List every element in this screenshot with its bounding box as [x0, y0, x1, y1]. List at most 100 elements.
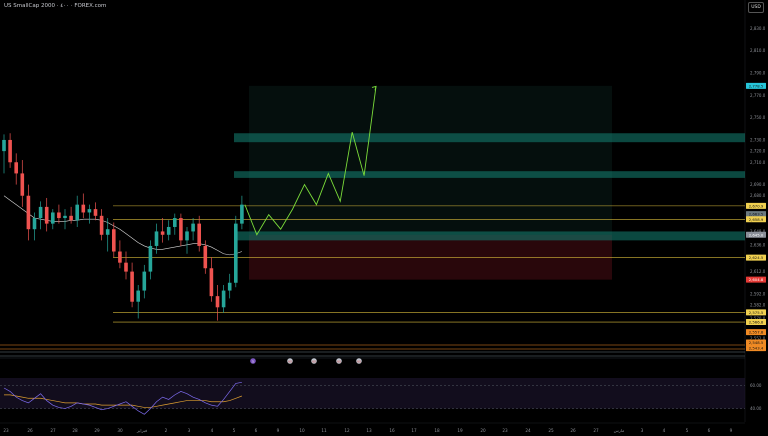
y-tick-label: 2,810.0 — [750, 48, 766, 53]
event-marker-dot — [336, 358, 342, 364]
candle-body — [105, 229, 110, 235]
y-tick-label: 2,770.0 — [750, 93, 766, 98]
candle-body — [75, 204, 79, 221]
price-label-box — [746, 339, 766, 346]
x-tick-label: 6 — [708, 428, 711, 433]
price-label-text: 2,566.8 — [749, 320, 764, 325]
price-label-box — [746, 345, 766, 352]
candle-body — [197, 223, 201, 246]
candle-body — [240, 204, 244, 224]
y-tick-label: 2,648.0 — [750, 229, 766, 234]
position-profit-zone — [249, 85, 612, 235]
candle-body — [209, 268, 214, 297]
event-marker: US — [287, 358, 293, 364]
price-label-text: 2,575.5 — [749, 310, 764, 315]
event-marker: US — [336, 358, 342, 364]
price-label-text: 2,543.4 — [749, 346, 764, 351]
x-tick-label: 17 — [411, 428, 417, 433]
candle-body — [179, 218, 183, 241]
x-tick-label: 16 — [389, 428, 395, 433]
price-label-text: 2,645.0 — [749, 232, 764, 237]
event-marker-label: 5 — [252, 359, 254, 363]
candle-body — [148, 245, 153, 272]
event-marker-dot — [287, 358, 293, 364]
x-tick-label: 18 — [434, 428, 440, 433]
candle-body — [112, 229, 116, 252]
event-marker: 5 — [250, 358, 256, 364]
position-loss-zone — [249, 234, 612, 280]
x-tick-label: 6 — [255, 428, 258, 433]
candle-body — [69, 215, 73, 221]
projection-path — [244, 86, 377, 236]
price-label-box — [746, 319, 766, 326]
price-label-text: 2,548.5 — [749, 340, 764, 345]
event-marker: US — [311, 358, 317, 364]
candle-body — [160, 231, 165, 235]
y-tick-label: 2,612.0 — [750, 269, 766, 274]
candle-body — [124, 262, 128, 272]
candle-body — [8, 139, 12, 163]
y-tick-label: 2,720.0 — [750, 149, 766, 154]
x-tick-label: 29 — [94, 428, 100, 433]
candle-body — [221, 290, 226, 308]
candle-body — [142, 271, 147, 291]
zone-support — [234, 231, 745, 241]
x-tick-label: 2 — [165, 428, 168, 433]
x-tick-label: 9 — [277, 428, 280, 433]
x-tick-label: 27 — [50, 428, 56, 433]
candle-body — [173, 218, 177, 227]
x-tick-label: 3 — [641, 428, 644, 433]
event-marker-label: US — [357, 359, 361, 363]
oscillator-line — [3, 381, 242, 415]
x-tick-label: 10 — [299, 428, 305, 433]
y-tick-label: 2,830.0 — [750, 26, 766, 31]
y-tick-label: 2,680.0 — [750, 193, 766, 198]
event-marker-dot — [250, 358, 256, 364]
candle-body — [136, 290, 140, 302]
x-tick-label: 26 — [570, 428, 576, 433]
y-tick-label: 2,710.0 — [750, 160, 766, 165]
price-label-box — [746, 211, 766, 218]
event-marker-dot — [356, 358, 362, 364]
price-label-text: 2,624.5 — [749, 255, 764, 260]
x-tick-label: 13 — [366, 428, 372, 433]
oscillator-signal-line — [4, 394, 243, 408]
x-tick-label: 26 — [27, 428, 33, 433]
price-label-text: 2,670.9 — [749, 203, 764, 208]
x-tick-label: 19 — [457, 428, 463, 433]
x-tick-label: 20 — [480, 428, 486, 433]
candle-body — [154, 231, 159, 246]
oscillator-tick-label: 40.00 — [750, 406, 762, 411]
x-tick-label: 12 — [344, 428, 350, 433]
currency-button[interactable]: USD — [748, 2, 764, 13]
candle-body — [38, 206, 43, 219]
y-tick-label: 2,636.0 — [750, 242, 766, 247]
x-tick-label: 25 — [548, 428, 554, 433]
candle-body — [203, 245, 208, 269]
x-tick-label: 4 — [211, 428, 214, 433]
candle-body — [2, 139, 6, 152]
price-label-box — [746, 231, 766, 238]
zone-resistance — [234, 133, 745, 143]
candle-body — [44, 206, 49, 224]
price-label-box — [746, 82, 766, 89]
y-tick-label: 2,582.0 — [750, 303, 766, 308]
price-label-box — [746, 309, 766, 316]
event-marker-label: US — [337, 359, 341, 363]
candle-body — [32, 218, 37, 230]
y-tick-label: 2,730.0 — [750, 137, 766, 142]
y-tick-label: 2,790.0 — [750, 71, 766, 76]
event-marker: US — [356, 358, 362, 364]
price-label-box — [746, 202, 766, 209]
candle-body — [63, 215, 67, 219]
zone-resistance — [234, 171, 745, 178]
y-tick-label: 2,570.0 — [750, 316, 766, 321]
symbol-title: US SmallCap 2000 · ٤٠٠ · FOREX.com — [4, 3, 107, 9]
moving-average-line — [3, 195, 243, 256]
x-tick-label: 30 — [117, 428, 123, 433]
price-label-text: 2,557.8 — [749, 330, 764, 335]
price-label-text: 2,778.5 — [749, 83, 764, 88]
price-label-box — [746, 276, 766, 283]
x-tick-label: مارس — [614, 428, 625, 433]
